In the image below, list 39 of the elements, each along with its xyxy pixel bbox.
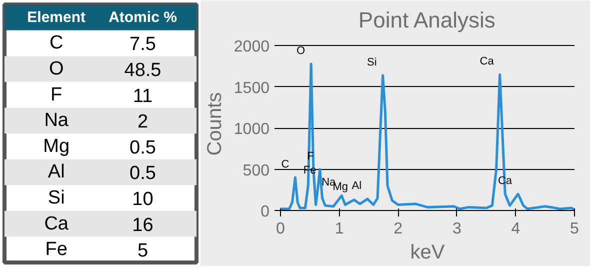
x-tick-label: 3 — [452, 220, 462, 238]
data-label: 0.5 — [130, 163, 156, 184]
data-label: 0.5 — [130, 137, 156, 158]
y-tick-label: 0 — [260, 204, 270, 220]
data-label: 16 — [132, 214, 154, 236]
text: Element — [27, 8, 86, 26]
y-tick-label: 500 — [242, 162, 270, 180]
y-tick-label: 1000 — [234, 121, 270, 138]
x-tick-label: 1 — [334, 220, 344, 238]
category-label: Mg — [43, 136, 70, 157]
category-label: Si — [48, 188, 65, 208]
x-tick-label: 4 — [511, 220, 520, 238]
category-label: C — [49, 32, 64, 54]
annotation: Al — [352, 180, 362, 192]
data-label: 2 — [137, 112, 148, 133]
category-label: Fe — [45, 239, 68, 260]
y-tick-label: 1500 — [234, 80, 270, 97]
category-label: Ca — [44, 213, 69, 234]
x-tick-label: 5 — [570, 220, 580, 238]
category-label: O — [48, 58, 64, 80]
category-label: Al — [48, 162, 65, 183]
annotation: O — [296, 44, 306, 57]
x-axis-title: keV — [410, 242, 446, 264]
data-label: 7.5 — [130, 34, 156, 56]
annotation: Ca — [480, 56, 495, 68]
data-label: 48.5 — [124, 60, 162, 81]
data-label: 11 — [132, 86, 153, 107]
data-label: 5 — [137, 240, 148, 262]
annotation: C — [281, 158, 290, 171]
category-label: Na — [44, 110, 69, 132]
x-tick-label: 0 — [276, 220, 286, 238]
y-tick-label: 2000 — [234, 38, 270, 56]
data-label: 10 — [132, 189, 154, 210]
text: Atomic % — [108, 8, 177, 26]
chart-title: Point Analysis — [358, 8, 496, 32]
y-axis-title: Counts — [204, 92, 226, 156]
annotation: Si — [367, 56, 377, 68]
category-label: F — [50, 84, 62, 106]
x-tick-label: 2 — [394, 220, 403, 238]
